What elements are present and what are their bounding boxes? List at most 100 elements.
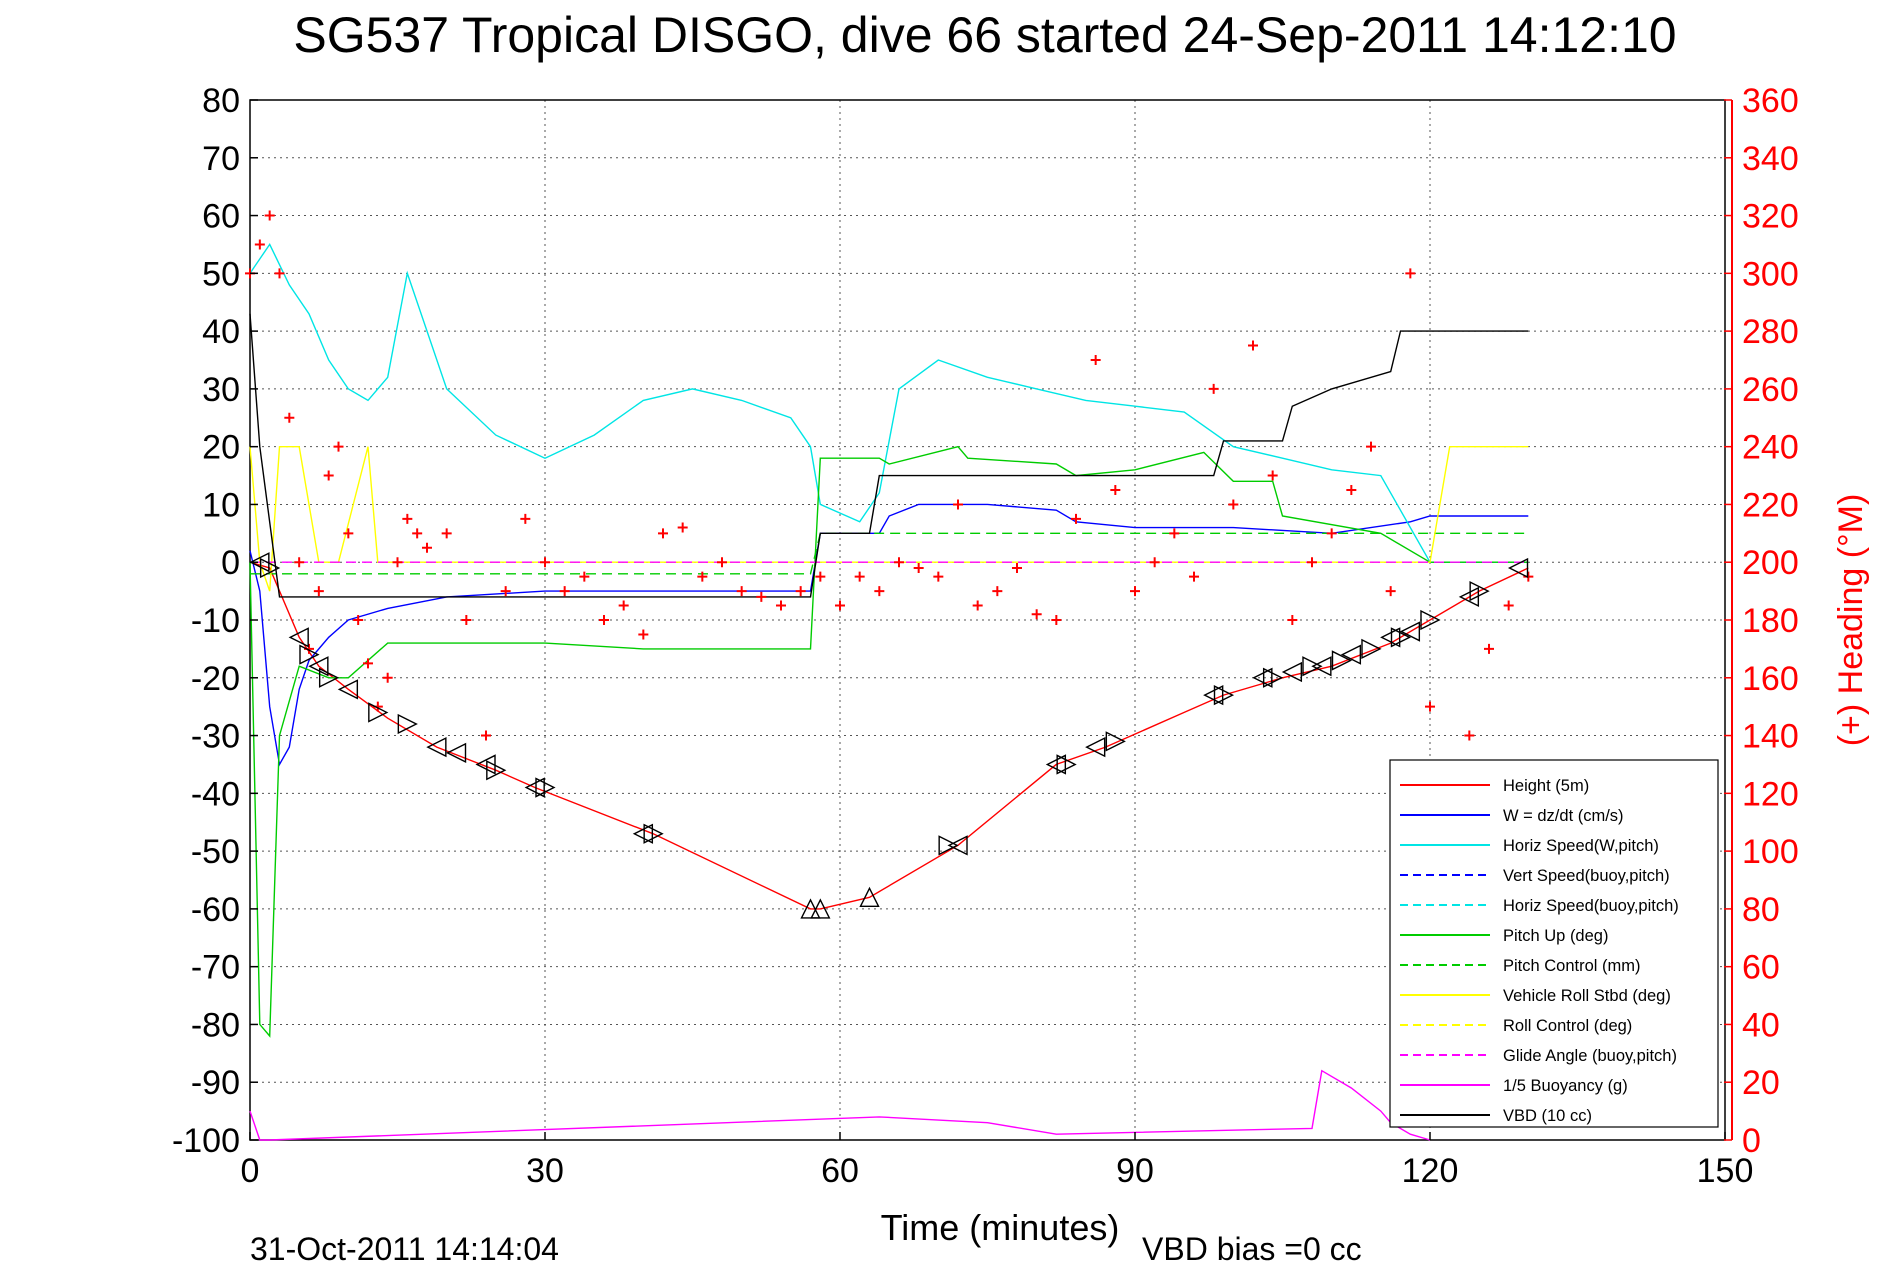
- x-axis-label: Time (minutes): [881, 1207, 1120, 1248]
- legend-label: W = dz/dt (cm/s): [1503, 807, 1624, 825]
- right-y-tick-label: 60: [1742, 949, 1780, 987]
- y-tick-label: 40: [202, 313, 240, 351]
- plot-area: [245, 99, 1726, 1141]
- heading-point: [953, 499, 963, 510]
- depth-marker: [1203, 684, 1224, 706]
- depth-marker: [1399, 621, 1421, 642]
- heading-point: [1169, 528, 1180, 539]
- legend-label: Pitch Control (mm): [1503, 957, 1641, 975]
- legend-label: Roll Control (deg): [1503, 1017, 1632, 1035]
- legend-label: Horiz Speed(buoy,pitch): [1503, 897, 1679, 915]
- depth-marker: [397, 713, 418, 735]
- right-y-tick-label: 260: [1742, 371, 1799, 409]
- heading-point: [1523, 571, 1534, 582]
- heading-point: [1267, 470, 1278, 481]
- right-y-tick-label: 160: [1742, 660, 1799, 698]
- heading-point: [658, 528, 668, 539]
- depth-marker: [643, 823, 664, 844]
- depth-marker: [1311, 656, 1332, 677]
- heading-point: [1031, 609, 1042, 620]
- x-tick-label: 90: [1116, 1152, 1154, 1190]
- right-y-tick-label: 20: [1742, 1064, 1780, 1102]
- heading-point: [579, 571, 590, 582]
- depth-marker: [1045, 754, 1067, 775]
- y-tick-label: -100: [172, 1122, 240, 1160]
- x-tick-label: 0: [241, 1152, 260, 1190]
- depth-marker: [1213, 684, 1235, 706]
- heading-point: [412, 528, 423, 539]
- legend-label: Horiz Speed(W,pitch): [1503, 837, 1659, 855]
- heading-point: [1464, 730, 1475, 741]
- depth-marker: [1458, 586, 1480, 608]
- y-tick-label: 70: [202, 140, 240, 178]
- right-y-tick-label: 280: [1742, 313, 1799, 351]
- depth-marker: [947, 835, 968, 856]
- y-tick-label: -90: [191, 1064, 240, 1102]
- y-tick-label: 20: [202, 429, 240, 467]
- left-y-axis: 80 70 60 50 40 30 20 10 0 -10 -20 -30 -40 -50 -60 -70 -8…: [172, 82, 258, 1160]
- right-y-tick-label: 320: [1742, 198, 1799, 236]
- heading-point: [363, 658, 373, 669]
- heading-point: [736, 586, 747, 597]
- heading-point: [776, 600, 786, 611]
- depth-marker: [1056, 754, 1077, 775]
- heading-point: [1012, 563, 1022, 573]
- x-tick-label: 60: [821, 1152, 859, 1190]
- heading-point: [402, 513, 413, 524]
- y-tick-label: -80: [191, 1006, 240, 1044]
- heading-point: [1385, 586, 1396, 597]
- heading-point: [422, 542, 432, 553]
- heading-point: [441, 528, 452, 539]
- x-tick-label: 120: [1402, 1152, 1459, 1190]
- depth-marker: [810, 898, 831, 919]
- series-layer: [245, 210, 1534, 1141]
- heading-point: [795, 586, 806, 597]
- right-y-tick-label: 240: [1742, 429, 1799, 467]
- right-y-tick-label: 80: [1742, 891, 1780, 929]
- heading-point: [835, 600, 845, 611]
- right-y-tick-label: 0: [1742, 1122, 1761, 1160]
- depth-marker: [1105, 731, 1126, 752]
- depth-marker: [318, 667, 340, 688]
- heading-point: [294, 557, 305, 568]
- pitch-series: [249, 445, 1529, 1038]
- legend-label: 1/5 Buoyancy (g): [1503, 1077, 1628, 1095]
- y-tick-label: -10: [191, 602, 240, 640]
- y-tick-label: 0: [221, 544, 240, 582]
- heading-point: [500, 586, 511, 597]
- heading-point: [933, 571, 944, 582]
- depth-marker: [259, 557, 281, 579]
- y-tick-label: -20: [191, 660, 240, 698]
- heading-point: [353, 615, 364, 625]
- heading-point: [697, 571, 708, 582]
- legend-label: Pitch Up (deg): [1503, 927, 1608, 945]
- roll-series: [249, 446, 1529, 592]
- heading-point: [559, 586, 570, 597]
- heading-point: [1228, 499, 1239, 510]
- heading-point: [1425, 701, 1435, 712]
- heading-point: [313, 586, 324, 597]
- heading-point: [992, 586, 1003, 597]
- depth-marker: [1469, 580, 1490, 602]
- right-y-tick-label: 300: [1742, 255, 1799, 293]
- heading-point: [717, 557, 727, 568]
- depth-marker: [288, 627, 309, 648]
- depth-marker: [1262, 667, 1284, 688]
- right-y-tick-label: 200: [1742, 544, 1799, 582]
- heading-point: [1346, 485, 1357, 495]
- heading-point: [333, 441, 344, 452]
- right-y-tick-label: 360: [1742, 82, 1799, 120]
- heading-point: [1484, 643, 1494, 654]
- heading-point: [913, 563, 924, 573]
- heading-point: [343, 528, 354, 539]
- legend-label: Height (5m): [1503, 777, 1589, 795]
- right-y-tick-label: 340: [1742, 140, 1799, 178]
- y-tick-label: -30: [191, 718, 240, 756]
- heading-point: [382, 672, 393, 683]
- right-y-tick-label: 120: [1742, 775, 1799, 813]
- heading-point: [284, 412, 295, 423]
- depth-marker: [800, 898, 821, 919]
- heading-point: [1307, 557, 1317, 568]
- legend-label: Glide Angle (buoy,pitch): [1503, 1047, 1677, 1065]
- heading-point: [1071, 513, 1081, 524]
